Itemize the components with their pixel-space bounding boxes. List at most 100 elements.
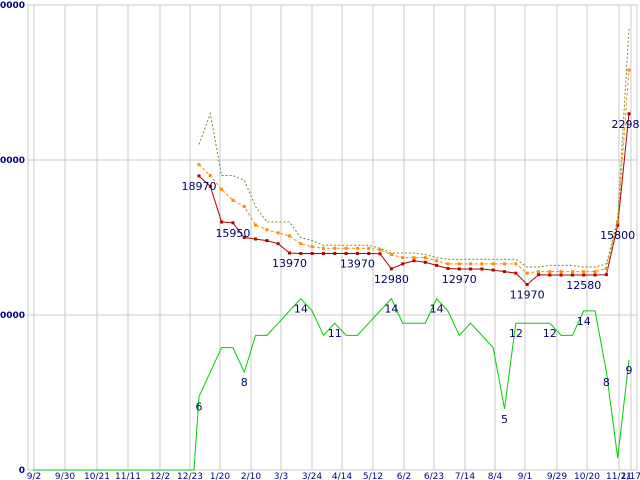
- x-tick-label: 9/2: [27, 472, 41, 480]
- data-label-shop_count: 14: [430, 303, 444, 316]
- x-tick-label: 3/3: [274, 472, 288, 480]
- point-price_low: [457, 267, 461, 271]
- x-tick-label: 1/17: [621, 472, 640, 480]
- point-price_low: [446, 267, 450, 270]
- point-price_low: [627, 112, 631, 116]
- point-price_avg: [208, 174, 212, 177]
- data-label-shop_count: 11: [328, 327, 342, 340]
- x-tick-label: 11/11: [115, 472, 141, 480]
- point-price_avg: [276, 231, 280, 235]
- y-tick-label: 10000: [0, 311, 25, 321]
- data-label-price_low: 22980: [612, 118, 640, 131]
- y-tick-label: 20000: [0, 156, 25, 166]
- chart-grid: [27, 4, 638, 471]
- data-label-shop_count: 5: [501, 413, 508, 426]
- point-price_avg: [570, 270, 574, 274]
- point-price_low: [299, 251, 303, 255]
- x-tick-label: 11/21: [606, 472, 632, 480]
- point-price_avg: [491, 262, 495, 266]
- x-tick-label: 1/20: [210, 472, 230, 480]
- point-price_low: [536, 273, 540, 277]
- data-label-shop_count: 6: [196, 401, 203, 414]
- point-price_low: [208, 184, 212, 188]
- point-price_avg: [514, 262, 518, 266]
- point-price_low: [491, 268, 495, 272]
- point-price_avg: [559, 270, 563, 274]
- x-tick-label: 9/29: [547, 472, 567, 480]
- point-price_low: [582, 273, 586, 277]
- x-tick-label: 12/23: [177, 472, 203, 480]
- data-label-shop_count: 8: [241, 376, 248, 389]
- point-price_avg: [412, 256, 416, 260]
- point-price_avg: [616, 220, 620, 224]
- point-price_avg: [525, 271, 529, 275]
- point-price_low: [378, 252, 382, 256]
- data-label-price_low: 12580: [566, 279, 601, 292]
- x-tick-label: 7/14: [455, 472, 475, 480]
- data-label-price_low: 13970: [272, 257, 307, 270]
- x-tick-label: 10/21: [84, 472, 110, 480]
- x-tick-label: 9/30: [55, 472, 75, 480]
- point-price_avg: [265, 228, 269, 232]
- point-price_avg: [344, 246, 348, 250]
- point-price_avg: [231, 198, 235, 202]
- point-price_low: [423, 260, 427, 264]
- data-label-price_low: 11970: [510, 288, 545, 301]
- point-price_low: [344, 251, 348, 255]
- point-price_low: [401, 262, 405, 266]
- point-price_low: [254, 237, 258, 241]
- data-labels-layer: 18970 15950 13970 13970 12980 12970 11970 12580…: [182, 118, 640, 426]
- point-price_low: [231, 221, 235, 225]
- y-tick-label: 0: [19, 466, 25, 476]
- point-price_low: [570, 273, 574, 277]
- x-tick-label: 10/20: [574, 472, 600, 480]
- point-price_low: [525, 282, 529, 286]
- series-line-price_avg: [198, 70, 630, 274]
- y-tick-label: 30000: [0, 1, 25, 11]
- point-price_avg: [299, 242, 303, 246]
- point-price_avg: [310, 245, 314, 249]
- point-price_low: [412, 259, 416, 263]
- point-price_low: [265, 239, 269, 243]
- data-label-shop_count: 9: [626, 364, 633, 377]
- x-tick-label: 6/23: [424, 472, 444, 480]
- point-price_low: [604, 273, 608, 277]
- x-axis-ticks: 9/2 9/30 10/21 11/11 12/2 12/23 1/20 2/10 3/3 3/2…: [27, 472, 640, 480]
- x-tick-label: 4/14: [332, 472, 352, 480]
- point-price_avg: [378, 248, 382, 252]
- data-label-shop_count: 12: [543, 327, 557, 340]
- data-label-price_low: 15950: [215, 227, 250, 240]
- point-price_avg: [548, 270, 552, 274]
- point-price_low: [288, 251, 292, 255]
- data-label-shop_count: 14: [294, 303, 308, 316]
- point-price_avg: [469, 262, 473, 266]
- point-price_avg: [288, 234, 292, 238]
- x-tick-label: 8/4: [488, 472, 503, 480]
- point-price_low: [333, 251, 337, 255]
- data-label-price_low: 15800: [600, 229, 635, 242]
- series-line-shop_count: [33, 297, 630, 471]
- data-label-shop_count: 12: [509, 327, 523, 340]
- point-price_low: [355, 251, 359, 255]
- data-label-price_low: 12970: [442, 273, 477, 286]
- point-price_low: [276, 242, 280, 246]
- point-price_avg: [536, 270, 540, 274]
- point-price_low: [197, 174, 201, 178]
- point-price_avg: [480, 262, 484, 266]
- series-line-price_high: [198, 28, 630, 268]
- point-price_low: [367, 251, 371, 255]
- point-price_avg: [355, 246, 359, 250]
- point-price_low: [548, 273, 552, 277]
- point-price_low: [310, 251, 314, 255]
- point-price_avg: [367, 246, 371, 250]
- point-price_low: [503, 270, 507, 274]
- x-tick-label: 3/24: [302, 472, 322, 480]
- series-layer: [33, 28, 631, 471]
- point-price_avg: [503, 262, 507, 266]
- point-price_low: [242, 236, 246, 239]
- data-label-price_low: 13970: [340, 257, 375, 270]
- point-price_avg: [401, 256, 405, 260]
- point-price_avg: [593, 270, 597, 274]
- x-tick-label: 6/2: [397, 472, 411, 480]
